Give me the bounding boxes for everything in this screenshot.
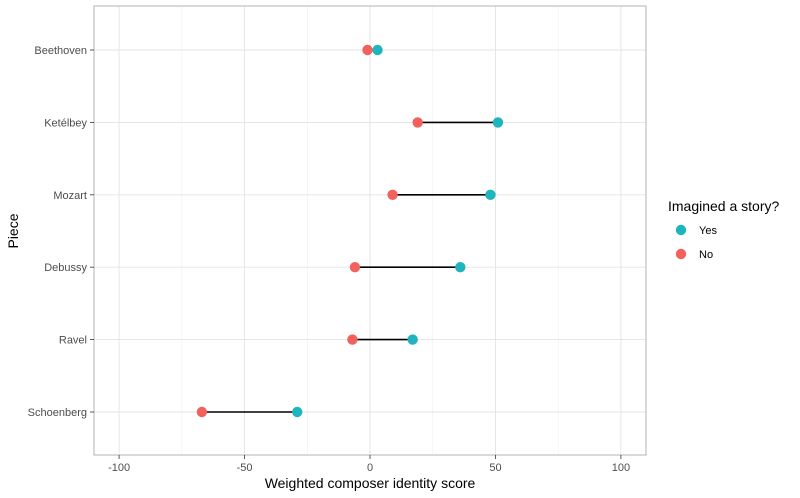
point-no <box>196 406 208 418</box>
legend-title: Imagined a story? <box>668 198 779 214</box>
legend-key-no <box>675 248 687 260</box>
y-tick-label: Ravel <box>59 335 87 347</box>
legend-label-no: No <box>699 249 713 261</box>
point-no <box>349 262 361 273</box>
points-layer <box>196 44 504 418</box>
grid-layer <box>94 6 646 455</box>
point-yes <box>372 44 383 56</box>
y-tick-label: Beethoven <box>34 45 87 57</box>
point-yes <box>485 189 496 200</box>
segments-layer <box>201 49 498 413</box>
x-tick-label: 50 <box>489 462 501 474</box>
point-yes <box>407 334 418 345</box>
point-yes <box>292 406 303 418</box>
y-tick-label: Mozart <box>53 190 87 202</box>
point-yes <box>455 262 466 273</box>
point-no <box>412 117 423 128</box>
legend-items: Yes No <box>675 224 717 261</box>
legend: Imagined a story? Yes No <box>668 198 779 261</box>
x-tick-label: 0 <box>367 462 373 474</box>
x-tick-label: -100 <box>108 462 130 474</box>
x-tick-label: 100 <box>612 462 630 474</box>
y-axis-title: Piece <box>5 213 21 248</box>
point-no <box>362 44 373 56</box>
y-tick-label: Debussy <box>44 262 87 274</box>
point-no <box>387 189 398 200</box>
axis-layer: -100 -50 0 50 100 Beethoven Ketélbey Mozart Debu… <box>28 45 630 474</box>
y-tick-label: Ketélbey <box>44 117 87 129</box>
x-axis-title: Weighted composer identity score <box>265 475 476 491</box>
legend-label-yes: Yes <box>699 225 717 237</box>
legend-key-yes <box>675 224 687 236</box>
point-yes <box>492 117 504 128</box>
x-tick-label: -50 <box>237 462 253 474</box>
point-no <box>347 334 358 345</box>
y-tick-label: Schoenberg <box>28 407 87 419</box>
